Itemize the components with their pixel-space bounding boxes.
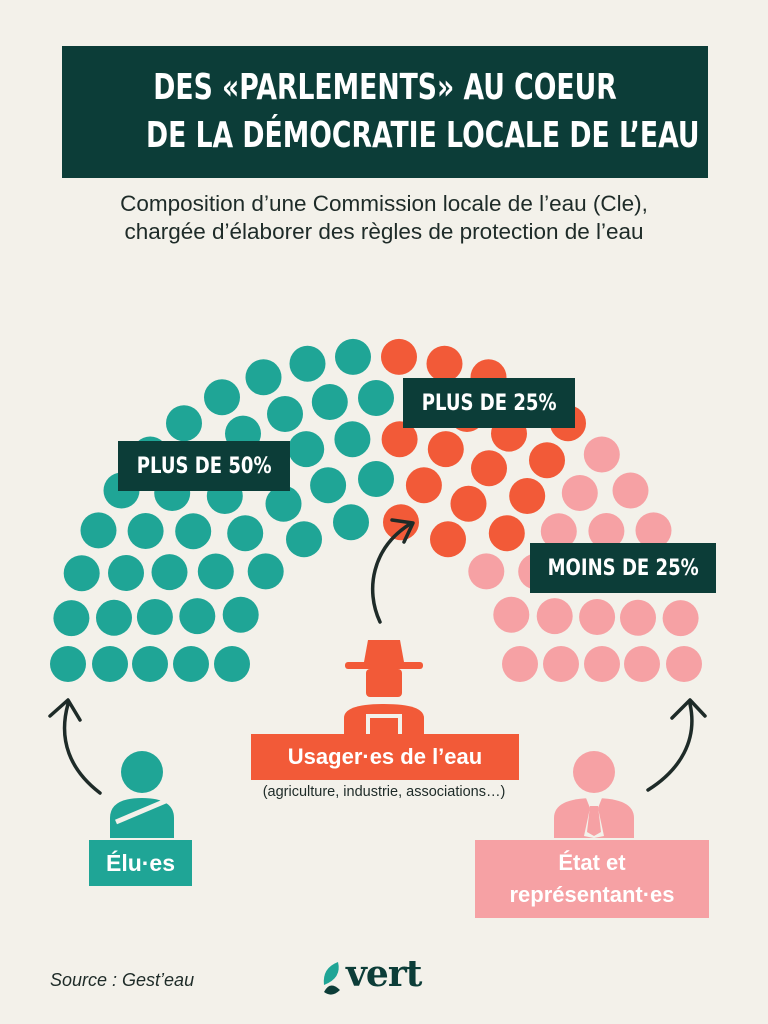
seat-elus xyxy=(136,599,173,635)
seat-elus xyxy=(334,421,371,458)
label-etat-line-1: État et xyxy=(558,850,626,875)
title-line-2: DE LA DÉMOCRATIE LOCALE DE L’EAU xyxy=(145,115,700,156)
arrow-elus-head-icon xyxy=(48,698,82,722)
label-etat: État et représentant·es xyxy=(475,840,709,918)
seat-elus xyxy=(289,345,326,382)
arrow-elus-icon xyxy=(62,702,102,795)
seat-elus xyxy=(245,359,282,396)
subtitle: Composition d’une Commission locale de l… xyxy=(30,190,738,246)
seat-etat xyxy=(583,436,620,473)
seat-elus xyxy=(358,461,394,497)
seat-usagers xyxy=(450,485,487,522)
seat-elus xyxy=(197,553,234,590)
label-elus: Élu·es xyxy=(89,840,192,886)
seat-elus xyxy=(92,646,128,682)
seat-etat xyxy=(666,646,702,682)
seat-dots xyxy=(50,338,702,682)
seat-elus xyxy=(96,599,132,636)
seat-usagers xyxy=(488,515,525,552)
person-sash-icon xyxy=(110,751,174,838)
seat-usagers xyxy=(381,421,418,458)
arrow-etat-head-icon xyxy=(670,698,707,720)
seat-elus xyxy=(214,646,250,682)
seat-elus xyxy=(335,338,371,375)
seat-elus xyxy=(108,555,144,591)
seat-usagers xyxy=(509,478,546,514)
seat-usagers xyxy=(529,442,565,479)
seat-usagers xyxy=(430,521,466,558)
seat-elus xyxy=(310,467,347,504)
seat-etat xyxy=(612,472,649,509)
seat-etat xyxy=(635,512,672,549)
seat-elus xyxy=(173,646,209,682)
seat-etat xyxy=(662,600,699,637)
subtitle-line-2: chargée d’élaborer des règles de protect… xyxy=(124,219,644,244)
seat-elus xyxy=(166,405,202,442)
person-tie-icon xyxy=(554,751,634,838)
label-etat-line-2: représentant·es xyxy=(509,882,675,907)
seat-etat xyxy=(624,646,660,682)
seat-elus xyxy=(267,396,303,432)
arrow-etat-icon xyxy=(646,702,694,792)
logo: vert xyxy=(346,953,422,995)
seat-elus xyxy=(50,646,86,682)
seat-elus xyxy=(179,598,216,635)
seat-elus xyxy=(247,553,284,590)
seat-elus xyxy=(222,596,259,633)
title-line-1: DES «PARLEMENTS» AU COEUR xyxy=(153,67,617,108)
seat-elus xyxy=(286,521,322,558)
seat-etat xyxy=(584,646,620,682)
arrow-usagers-head-icon xyxy=(390,518,415,544)
seat-elus xyxy=(151,554,188,591)
seat-etat xyxy=(588,513,625,549)
seat-elus xyxy=(311,384,348,420)
seat-elus xyxy=(333,504,369,541)
share-badge-etat: MOINS DE 25% xyxy=(530,543,716,593)
farmer-hat-icon xyxy=(344,640,424,735)
seat-etat xyxy=(620,599,656,636)
seat-usagers xyxy=(381,338,417,375)
seat-elus xyxy=(63,555,100,592)
seat-elus xyxy=(53,600,90,637)
seat-elus xyxy=(227,515,264,552)
seat-etat xyxy=(468,553,505,590)
seat-etat xyxy=(543,646,579,682)
seat-usagers xyxy=(427,431,464,468)
seat-usagers xyxy=(405,467,442,504)
seat-elus xyxy=(204,379,240,416)
label-usagers: Usager·es de l’eau xyxy=(251,734,519,780)
seat-elus xyxy=(288,431,325,468)
seat-usagers xyxy=(426,345,463,382)
title-banner: DES «PARLEMENTS» AU COEUR DE LA DÉMOCRAT… xyxy=(62,46,708,178)
seat-elus xyxy=(358,380,394,416)
arrow-usagers-icon xyxy=(370,522,412,624)
seat-etat xyxy=(502,646,538,682)
seat-etat xyxy=(536,598,573,635)
seat-etat xyxy=(561,475,598,511)
seat-etat xyxy=(493,596,530,633)
source: Source : Gest’eau xyxy=(50,970,195,990)
leaf-icon xyxy=(323,962,340,995)
share-badge-elus: PLUS DE 50% xyxy=(118,441,290,491)
share-badge-usagers: PLUS DE 25% xyxy=(403,378,575,428)
seat-usagers xyxy=(471,450,507,487)
seat-elus xyxy=(80,512,117,549)
usagers-note: (agriculture, industrie, associations…) xyxy=(262,784,506,800)
seat-elus xyxy=(175,513,212,550)
seat-elus xyxy=(265,485,302,522)
seat-etat xyxy=(579,599,616,635)
subtitle-line-1: Composition d’une Commission locale de l… xyxy=(120,191,648,216)
seat-etat xyxy=(540,513,577,550)
seat-elus xyxy=(127,513,164,549)
seat-elus xyxy=(132,646,168,682)
